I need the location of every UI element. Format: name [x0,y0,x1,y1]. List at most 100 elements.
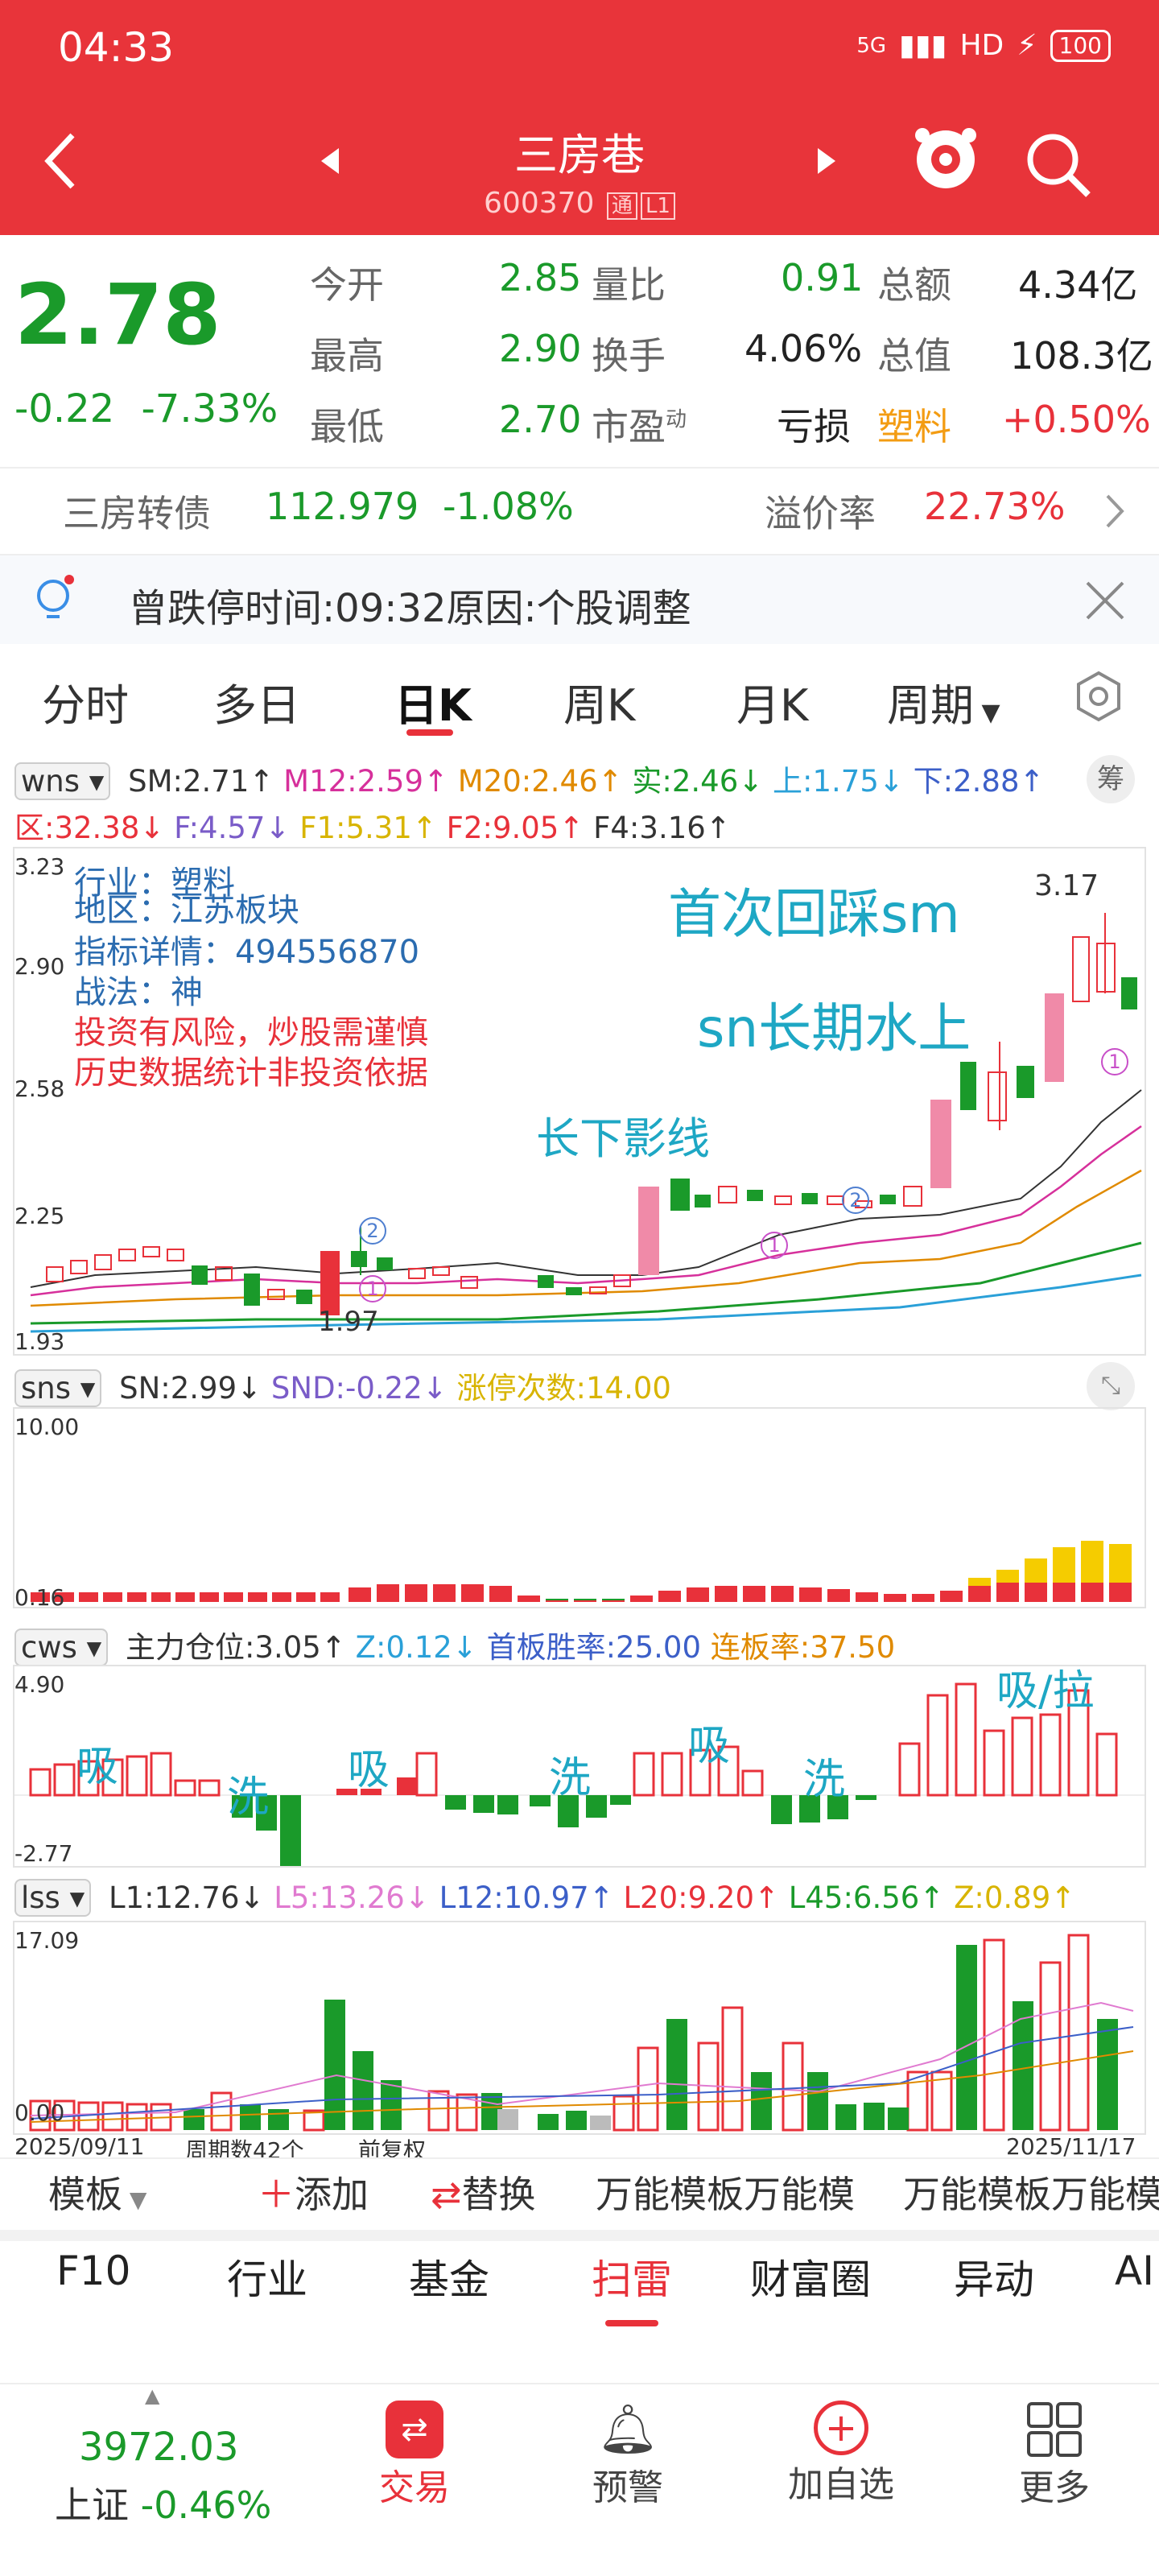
expand-icon[interactable]: ⤡ [1087,1362,1135,1410]
next-stock-icon[interactable] [815,145,839,177]
premium-label: 溢价率 [765,492,876,535]
signal-marker: 2 [842,1187,869,1214]
mascot-icon[interactable] [909,121,982,201]
legend-first-board-rate: 首板胜率:25.00 [486,1630,701,1665]
cws-chart [14,1682,1145,1868]
cws-y-top: 4.90 [14,1671,65,1698]
risk-disclaimer: 历史数据统计非投资依据 [74,1055,428,1092]
bond-price: 112.979 [266,485,419,528]
add-button[interactable]: ＋添加 [258,2173,369,2216]
template-option[interactable]: 万能模板万能模 [596,2173,855,2216]
trade-button[interactable]: ⇄ 交易 [370,2401,459,2510]
tab-anomaly[interactable]: 异动 [954,2256,1034,2303]
legend-sm: SM:2.71↑ [128,764,274,799]
lss-y-top: 17.09 [14,1927,80,1954]
legend-z: Z:0.12↓ [355,1630,477,1665]
tab-monthly-k[interactable]: 月K [736,680,809,731]
tab-f10[interactable]: F10 [56,2248,131,2294]
legend-m12: M12:2.59↑ [283,764,448,799]
close-icon[interactable] [1083,578,1128,623]
main-legend-line2: 区:32.38↓ F:4.57↓ F1:5.31↑ F2:9.05↑ F4:3.… [14,803,731,847]
indicator-select-wns[interactable]: wns ▾ [14,762,111,800]
header: 04:33 5G ▮▮▮ HD ⚡ 100 三房巷 600370 通 L1 [0,0,1159,235]
stock-code-row: 600370 通 L1 [0,187,1159,220]
tab-fund[interactable]: 基金 [409,2256,489,2303]
more-label: 更多 [1019,2467,1090,2508]
lss-panel[interactable] [13,1921,1146,2135]
tab-period[interactable]: 周期 ▼ [887,680,1000,731]
template-option[interactable]: 万能模板万能模 [903,2173,1159,2216]
bulb-icon [37,575,74,618]
quote-label: 总值 [877,334,951,378]
info-industry: 行业：塑料 [74,865,235,902]
replace-button[interactable]: ⇄替换 [431,2173,536,2216]
cws-label-wash: 洗 [227,1773,270,1822]
replace-icon: ⇄ [431,2173,462,2216]
tab-risk-scan[interactable]: 扫雷 [592,2256,672,2303]
back-icon[interactable] [40,129,80,193]
stock-name: 三房巷 [514,130,645,180]
info-tactic: 战法：神 [74,974,203,1011]
add-watchlist-label: 加自选 [788,2464,894,2505]
lss-legend: lss ▾ L1:12.76↓ L5:13.26↓ L12:10.97↑ L20… [14,1879,1075,1917]
sns-panel[interactable] [13,1407,1146,1608]
cws-label-wash: 洗 [549,1754,592,1802]
indicator-select-cws[interactable]: cws ▾ [14,1629,109,1666]
tab-wealth-circle[interactable]: 财富圈 [750,2256,871,2303]
legend-f1: F1:5.31↑ [299,811,437,845]
current-price: 2.78 [14,266,221,364]
template-dropdown[interactable]: 模板 ▼ [48,2173,147,2216]
cws-label-absorb-pull: 吸/拉 [996,1667,1095,1715]
search-icon[interactable] [1022,129,1095,201]
notice-bar[interactable]: 曾跌停时间:09:32原因:个股调整 [0,555,1159,644]
y-tick: 2.25 [14,1203,65,1229]
cws-legend: cws ▾ 主力仓位:3.05↑ Z:0.12↓ 首板胜率:25.00 连板率:… [14,1623,895,1666]
index-row[interactable]: 上证 -0.46% [55,2476,271,2529]
bond-name: 三房转债 [63,492,211,535]
bell-icon: 🔔︎ [596,2401,659,2458]
quote-value: 4.06% [744,327,863,370]
info-region: 地区：江苏板块 [74,892,299,929]
lss-y-bottom: 0.00 [14,2099,65,2126]
chip-distribution-button[interactable]: 筹 [1087,755,1135,803]
more-button[interactable]: 更多 [1006,2401,1103,2510]
index-value[interactable]: 3972.03 [79,2425,239,2470]
alert-button[interactable]: 🔔︎ 预警 [580,2401,676,2510]
chevron-right-icon [1106,494,1124,528]
status-time: 04:33 [58,24,175,71]
candles [46,936,1137,1315]
price-change: -0.22 -7.33% [14,386,278,431]
legend-qu: 区:32.38↓ [14,811,165,845]
tab-daily-k[interactable]: 日K [394,680,472,731]
cws-panel[interactable] [13,1665,1146,1868]
annotation-long-lower-shadow: 长下影线 [536,1113,710,1164]
lss-chart [29,1934,1134,2132]
indicator-select-lss[interactable]: lss ▾ [14,1879,92,1917]
tab-industry[interactable]: 行业 [227,2256,307,2303]
sector-name[interactable]: 塑料 [877,405,951,448]
sns-y-top: 10.00 [14,1414,80,1440]
prev-stock-icon[interactable] [318,145,342,177]
x-start-date: 2025/09/11 [14,2133,145,2160]
bond-row[interactable]: 三房转债 112.979 -1.08% 溢价率 22.73% [0,469,1159,554]
add-watchlist-button[interactable]: + 加自选 [777,2401,905,2507]
premium-value: 22.73% [924,485,1066,528]
quote-value: 4.34亿 [1018,263,1138,307]
indicator-select-sns[interactable]: sns ▾ [14,1369,102,1407]
plus-icon: ＋ [258,2173,295,2216]
info-detail: 指标详情：494556870 [74,934,420,971]
tab-ai[interactable]: AI [1115,2248,1154,2294]
tab-weekly-k[interactable]: 周K [563,680,636,731]
sns-chart [31,1541,1132,1602]
hd-label: HD [959,29,1004,62]
tab-intraday[interactable]: 分时 [42,680,129,731]
legend-l1: L1:12.76↓ [108,1880,265,1915]
kline-panel[interactable] [13,847,1146,1356]
settings-icon[interactable] [1070,668,1127,724]
main-legend-line1: wns ▾ SM:2.71↑ M12:2.59↑ M20:2.46↑ 实:2.4… [14,757,1045,800]
quote-value: 0.91 [781,256,864,299]
period-tabs: 分时 多日 日K 周K 月K 周期 ▼ [0,660,1159,741]
tab-multiday[interactable]: 多日 [213,680,300,731]
active-tab-indicator [406,729,453,736]
legend-up: 上:1.75↓ [773,764,904,799]
